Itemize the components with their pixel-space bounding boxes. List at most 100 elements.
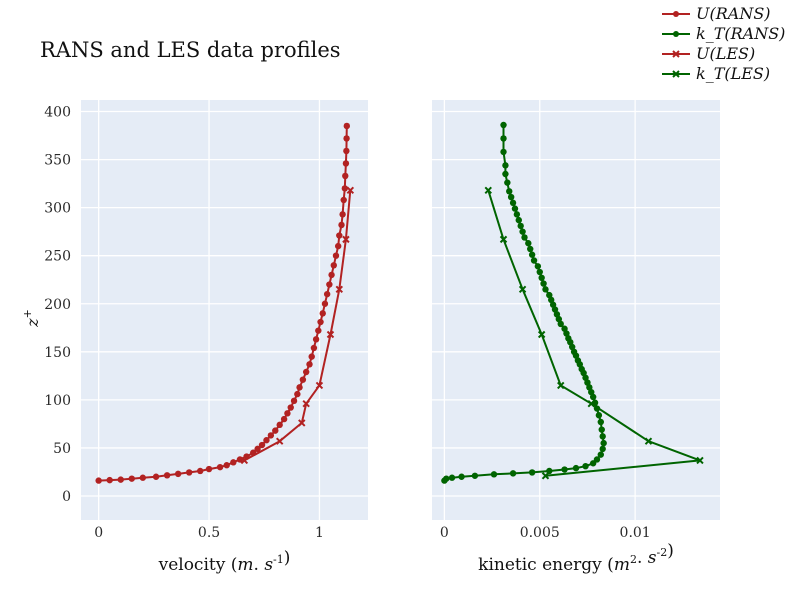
legend-label: U(LES) [696, 44, 756, 63]
data-point [515, 216, 522, 224]
data-point [538, 274, 545, 282]
legend-swatch-kt-les [662, 70, 690, 78]
data-point [343, 147, 350, 155]
data-point [185, 469, 193, 476]
data-point [597, 451, 604, 458]
legend-item: k_T(LES) [660, 64, 800, 84]
data-point [334, 242, 342, 250]
data-point [507, 193, 515, 201]
data-point [517, 222, 524, 230]
data-point [128, 475, 135, 482]
data-point [549, 301, 557, 308]
data-point [500, 148, 507, 156]
chart-title: RANS and LES data profiles [40, 38, 341, 62]
x-tick-label: 0.01 [620, 525, 651, 541]
data-point [343, 135, 350, 142]
data-point [319, 310, 326, 317]
data-point [306, 361, 313, 368]
data-point [287, 404, 294, 411]
data-point [339, 211, 346, 218]
data-point [317, 318, 324, 326]
data-point [595, 412, 603, 419]
data-point [302, 399, 310, 408]
data-point [302, 368, 310, 376]
plot-area [81, 100, 368, 520]
data-point [555, 315, 563, 323]
data-point [528, 469, 536, 476]
series-u-les [240, 186, 355, 465]
data-point [530, 257, 538, 264]
data-point [568, 343, 576, 351]
data-point [284, 410, 291, 417]
data-point [499, 235, 508, 244]
y-tick-label: 100 [44, 393, 71, 409]
data-point [534, 263, 542, 270]
data-point [561, 325, 568, 332]
data-point [330, 262, 337, 269]
legend-item: U(LES) [660, 44, 800, 64]
data-point [484, 186, 492, 195]
y-tick-label: 50 [53, 441, 71, 457]
data-point [588, 388, 595, 396]
series-k-t-rans [441, 121, 607, 484]
data-point [696, 456, 704, 465]
data-point [294, 390, 301, 398]
data-point [205, 465, 213, 473]
data-point [326, 330, 335, 339]
data-point [223, 462, 230, 469]
data-point [336, 232, 343, 239]
data-point [504, 179, 511, 186]
y-tick-label: 300 [44, 201, 71, 217]
data-point [509, 470, 517, 477]
data-point [537, 330, 546, 339]
data-point [328, 271, 335, 279]
y-tick-label: 150 [44, 345, 71, 361]
data-point [599, 445, 606, 453]
data-point [310, 344, 318, 352]
data-point [280, 415, 288, 423]
data-point [502, 170, 509, 178]
data-point [528, 251, 536, 258]
data-point [340, 196, 347, 204]
data-point [152, 473, 160, 480]
x-tick-label: 0.5 [198, 525, 220, 541]
data-point [346, 186, 355, 195]
data-point [163, 472, 171, 479]
data-point [197, 467, 204, 475]
data-point [240, 456, 249, 465]
data-point [574, 357, 582, 364]
data-point [551, 306, 559, 313]
data-point [541, 472, 550, 480]
data-point [570, 348, 578, 356]
data-point [563, 330, 570, 337]
data-point [518, 285, 527, 294]
data-point [296, 384, 303, 391]
series-u-rans [95, 122, 351, 484]
data-point [298, 419, 306, 427]
data-point [443, 475, 450, 482]
x-tick-label: 0 [440, 525, 449, 541]
legend-swatch-u-rans [662, 11, 690, 17]
y-axis-label: z+ [21, 309, 42, 328]
data-point [343, 122, 351, 130]
data-point [513, 211, 521, 218]
data-point [342, 235, 350, 244]
data-point [342, 172, 349, 180]
data-point [511, 205, 519, 212]
plot-area [432, 100, 720, 520]
y-tick-label: 350 [44, 153, 71, 169]
data-point [290, 397, 298, 405]
legend-swatch-u-les [662, 50, 690, 58]
data-point [258, 441, 266, 449]
series-k-t-les [484, 186, 704, 480]
y-tick-label: 0 [62, 489, 71, 505]
data-point [598, 426, 605, 433]
data-point [254, 445, 261, 453]
x-axis-label: velocity (m. s-1) [158, 548, 291, 575]
data-point [117, 476, 124, 483]
data-point [546, 291, 553, 299]
data-point [565, 335, 572, 342]
data-point [275, 437, 284, 445]
data-point [502, 162, 509, 169]
